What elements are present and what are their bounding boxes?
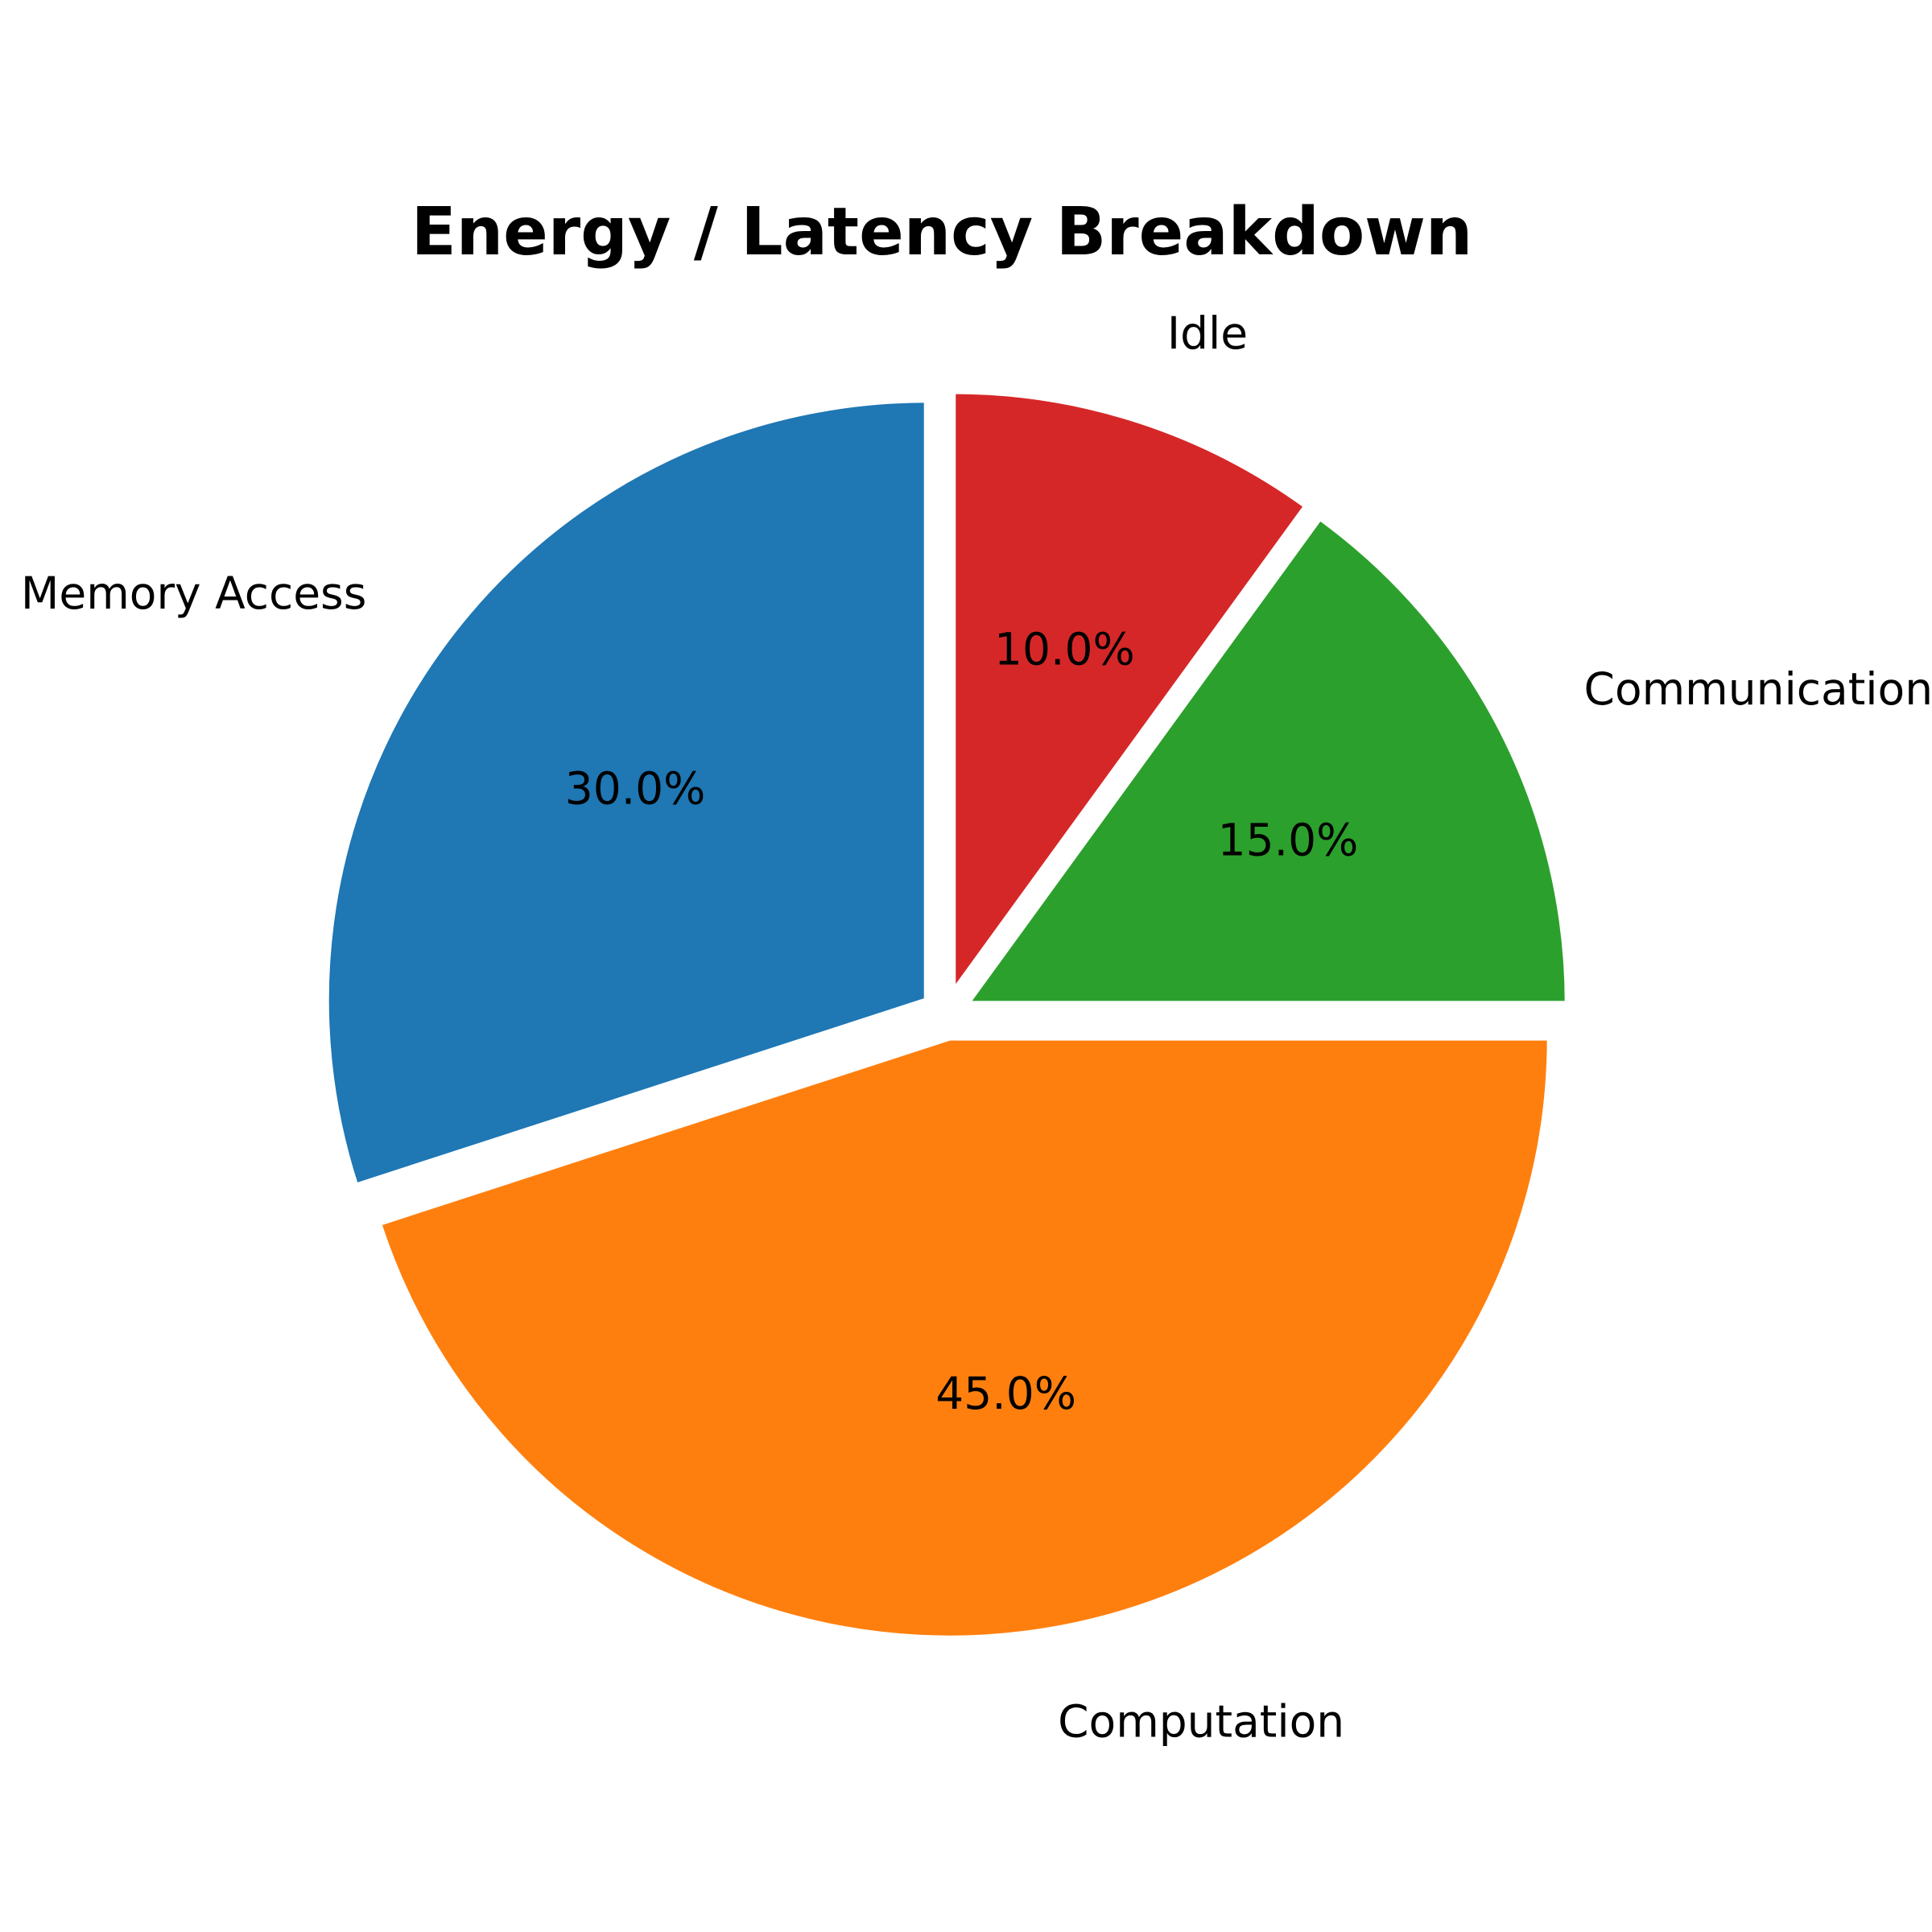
slice-pct-idle: 10.0% [994, 623, 1135, 675]
slice-label-computation: Computation [1058, 1696, 1344, 1748]
pie-slices [324, 389, 1570, 1641]
slice-pct-computation: 45.0% [935, 1368, 1076, 1419]
pie-slice-idle [951, 389, 1310, 999]
slice-label-idle: Idle [1167, 308, 1248, 359]
slice-label-memory-access: Memory Access [21, 568, 366, 619]
pie-slice-computation [376, 1035, 1552, 1641]
slice-pct-communication: 15.0% [1218, 814, 1359, 865]
chart-title: Energy / Latency Breakdown [411, 194, 1473, 270]
pie-slice-communication [962, 514, 1570, 1006]
pie-labels: Memory Access 30.0% Computation 45.0% Commun… [21, 308, 1932, 1748]
pie-slice-memory-access [324, 398, 929, 1189]
slice-label-communication: Communication [1584, 663, 1932, 715]
slice-pct-memory-access: 30.0% [565, 763, 706, 815]
